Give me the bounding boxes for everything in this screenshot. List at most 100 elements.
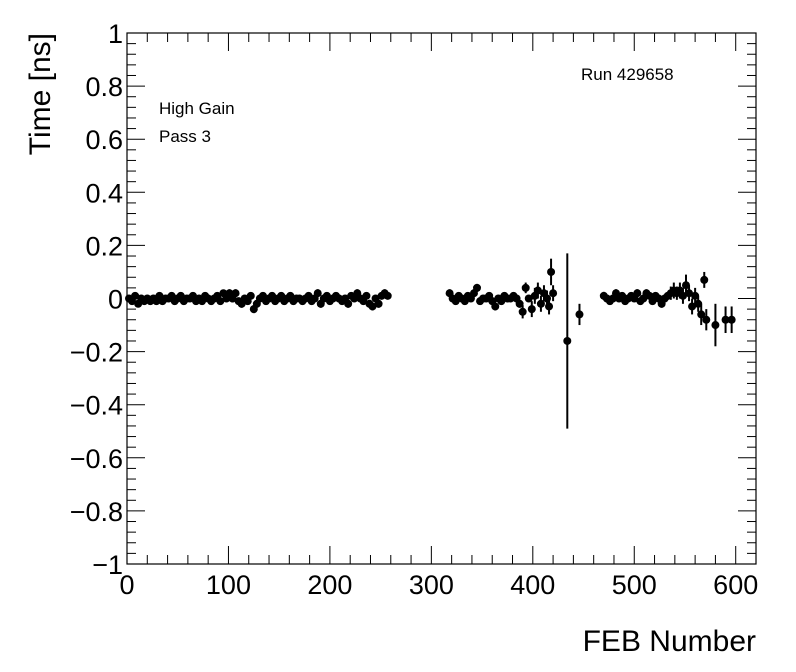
data-point <box>721 306 730 334</box>
pass-annotation: Pass 3 <box>159 127 211 146</box>
y-tick-label: −0.6 <box>70 444 123 474</box>
point-marker <box>374 299 383 308</box>
x-tick-label: 0 <box>119 570 134 600</box>
y-axis-title: Time [ns] <box>24 33 57 155</box>
point-marker <box>246 291 255 300</box>
point-marker <box>344 299 353 308</box>
point-marker <box>545 302 554 311</box>
point-marker <box>563 336 572 345</box>
data-point <box>685 285 694 302</box>
data-point <box>383 291 392 300</box>
data-points <box>125 253 736 429</box>
x-tick-label: 400 <box>510 570 555 600</box>
y-tick-label: 0.4 <box>85 178 123 208</box>
point-marker <box>681 281 690 290</box>
data-point <box>545 298 554 315</box>
y-tick-label: 1 <box>108 19 123 49</box>
data-point <box>711 303 720 347</box>
data-point <box>521 282 530 294</box>
point-marker <box>711 321 720 330</box>
point-marker <box>131 291 140 300</box>
point-marker <box>697 310 706 319</box>
data-point <box>518 305 527 319</box>
data-point <box>473 283 482 292</box>
point-marker <box>231 289 240 298</box>
x-axis-ticks: 0 100 200 300 400 500 600 <box>119 33 758 600</box>
point-marker <box>536 299 545 308</box>
data-point <box>527 301 536 318</box>
point-marker <box>721 315 730 324</box>
point-marker <box>383 291 392 300</box>
data-point <box>691 287 700 304</box>
data-point <box>727 306 736 334</box>
data-point <box>344 299 353 308</box>
point-marker <box>527 305 536 314</box>
point-marker <box>700 275 709 284</box>
x-tick-label: 100 <box>206 570 251 600</box>
point-marker <box>216 297 225 306</box>
point-marker <box>549 289 558 298</box>
y-tick-label: 0.8 <box>85 72 123 102</box>
point-marker <box>491 302 500 311</box>
point-marker <box>547 267 556 276</box>
data-point <box>216 297 225 306</box>
data-point <box>563 253 572 429</box>
data-point <box>313 289 322 298</box>
point-marker <box>533 286 542 295</box>
y-tick-label: −0.4 <box>70 391 123 421</box>
point-marker <box>694 299 703 308</box>
data-point <box>246 291 255 300</box>
point-marker <box>313 289 322 298</box>
data-point <box>702 309 711 331</box>
point-marker <box>727 315 736 324</box>
data-point <box>678 287 687 304</box>
data-point <box>515 299 524 308</box>
data-point <box>362 291 371 300</box>
x-tick-label: 600 <box>713 570 758 600</box>
point-marker <box>362 291 371 300</box>
y-tick-label: 0 <box>108 285 123 315</box>
point-marker <box>473 283 482 292</box>
data-point <box>697 303 706 326</box>
run-number-annotation: Run 429658 <box>581 65 674 84</box>
point-marker <box>524 294 533 303</box>
point-marker <box>702 315 711 324</box>
data-point <box>533 282 542 299</box>
data-point <box>700 271 709 288</box>
gain-annotation: High Gain <box>159 99 235 118</box>
y-axis-ticks: −1 −0.8 −0.6 −0.4 −0.2 0 0.2 0.4 0.6 0.8 1 <box>70 19 756 580</box>
data-point <box>549 285 558 302</box>
data-point <box>547 258 556 286</box>
data-point <box>536 295 545 312</box>
data-point <box>694 295 703 312</box>
y-tick-label: −1 <box>92 550 123 580</box>
y-tick-label: 0.2 <box>85 231 123 261</box>
point-marker <box>368 302 377 311</box>
data-point <box>368 302 377 311</box>
point-marker <box>678 291 687 300</box>
data-point <box>575 303 584 326</box>
data-point <box>633 289 642 298</box>
data-point <box>491 302 500 311</box>
y-tick-label: 0.6 <box>85 125 123 155</box>
point-marker <box>575 310 584 319</box>
data-point <box>374 299 383 308</box>
point-marker <box>521 283 530 292</box>
data-point <box>688 298 697 315</box>
x-tick-label: 500 <box>612 570 657 600</box>
x-axis-title: FEB Number <box>583 625 756 658</box>
x-tick-label: 200 <box>307 570 352 600</box>
point-marker <box>685 289 694 298</box>
y-tick-label: −0.8 <box>70 497 123 527</box>
data-point <box>231 289 240 298</box>
point-marker <box>515 299 524 308</box>
y-tick-label: −0.2 <box>70 338 123 368</box>
data-point <box>524 294 533 303</box>
point-marker <box>518 307 527 316</box>
point-marker <box>633 289 642 298</box>
point-marker <box>691 291 700 300</box>
point-marker <box>688 302 697 311</box>
data-point <box>131 291 140 300</box>
x-tick-label: 300 <box>409 570 454 600</box>
